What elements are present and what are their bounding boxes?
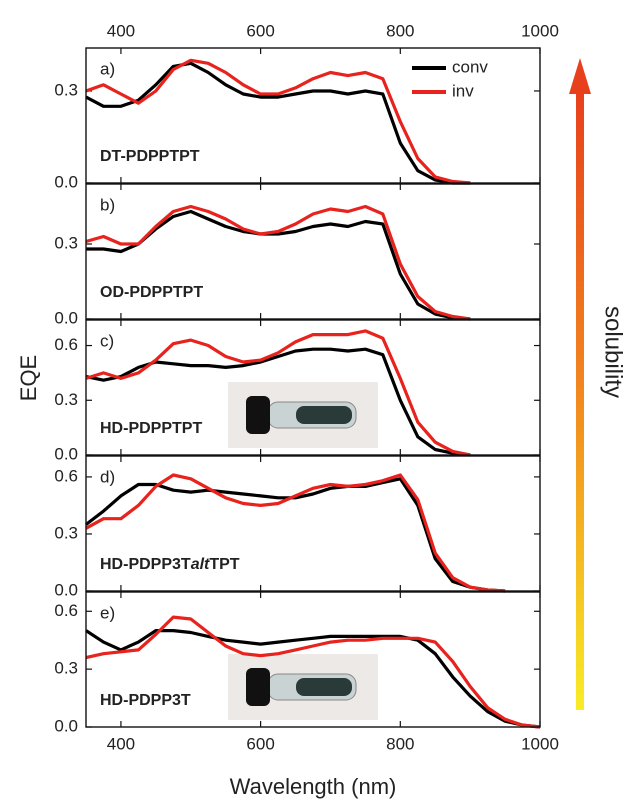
series-line: [85, 615, 541, 729]
plot-frame: [85, 183, 541, 320]
y-tick-label: 0.6: [54, 601, 78, 620]
y-tick-label: 0.0: [54, 308, 78, 327]
polymer-label: HD-PDPPTPT: [100, 420, 202, 437]
vial-cap: [246, 396, 270, 434]
polymer-label: DT-PDPPTPT: [100, 148, 200, 165]
polymer-label-part: HD-PDPP3T: [100, 692, 191, 709]
polymer-label-part: HD-PDPP3T: [100, 556, 191, 573]
panel-label: c): [100, 331, 114, 350]
plot-frame: [85, 319, 541, 456]
y-tick-label: 0.0: [54, 716, 78, 735]
panel-label: d): [100, 467, 115, 486]
y-tick-label: 0.3: [54, 390, 78, 409]
x-tick-label: 1000: [521, 21, 559, 40]
plot-frame: [85, 455, 541, 592]
x-tick-label: 800: [386, 21, 414, 40]
series-line: [85, 61, 471, 185]
panel-label: e): [100, 603, 115, 622]
legend-label: inv: [452, 81, 474, 100]
series-line: [85, 329, 471, 457]
y-axis-label: EQE: [16, 355, 41, 401]
vial-cap: [246, 668, 270, 706]
polymer-label: HD-PDPP3T: [100, 692, 191, 709]
y-tick-label: 0.0: [54, 172, 78, 191]
x-tick-label: 400: [107, 734, 135, 753]
plot-frame: [85, 591, 541, 728]
polymer-label-part: OD-PDPPTPT: [100, 284, 203, 301]
panel-label: a): [100, 59, 115, 78]
polymer-label-part: DT-PDPPTPT: [100, 148, 200, 165]
x-tick-label: 1000: [521, 734, 559, 753]
y-tick-label: 0.0: [54, 580, 78, 599]
polymer-label: OD-PDPPTPT: [100, 284, 203, 301]
y-tick-label: 0.3: [54, 80, 78, 99]
series-line: [86, 209, 471, 321]
annotation: solubility: [600, 306, 627, 398]
polymer-label: HD-PDPP3TaltTPT: [100, 556, 240, 573]
plot-frame: [85, 47, 541, 184]
x-tick-label: 800: [386, 734, 414, 753]
polymer-label-part: TPT: [209, 556, 239, 573]
series-line: [85, 58, 471, 185]
solubility-arrow-shaft: [576, 92, 584, 710]
x-tick-label: 400: [107, 21, 135, 40]
vial-liquid: [296, 406, 352, 424]
series-line: [85, 473, 506, 593]
x-axis-label: Wavelength (nm): [230, 774, 397, 799]
y-tick-label: 0.6: [54, 466, 78, 485]
vial-liquid: [296, 678, 352, 696]
solubility-arrow-head: [569, 58, 591, 94]
polymer-label-part: alt: [191, 556, 210, 573]
panel-label: b): [100, 195, 115, 214]
series-line: [85, 204, 471, 321]
y-tick-label: 0.6: [54, 335, 78, 354]
x-tick-label: 600: [246, 734, 274, 753]
y-tick-label: 0.0: [54, 444, 78, 463]
y-tick-label: 0.3: [54, 523, 78, 542]
polymer-label-part: HD-PDPPTPT: [100, 420, 202, 437]
y-tick-label: 0.3: [54, 233, 78, 252]
legend-label: conv: [452, 57, 488, 76]
y-tick-label: 0.3: [54, 659, 78, 678]
x-tick-label: 600: [246, 21, 274, 40]
